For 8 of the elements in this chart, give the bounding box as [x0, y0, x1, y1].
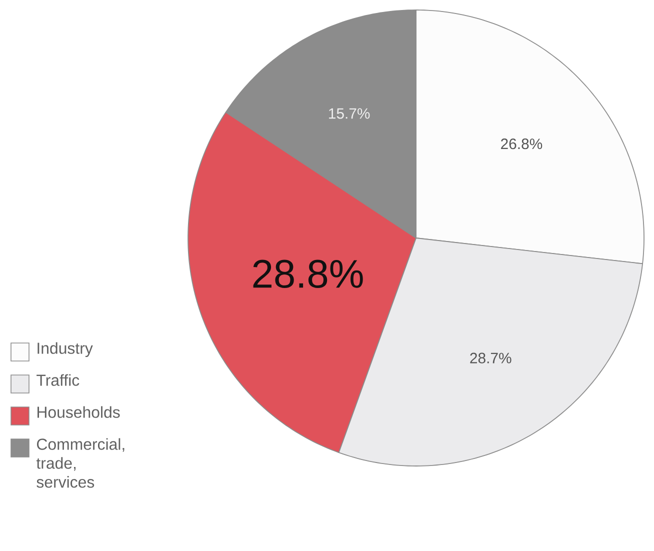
data-label: 28.8%: [253, 260, 363, 288]
legend-label: Industry: [38, 342, 93, 358]
legend-label: Traffic: [36, 374, 80, 386]
data-label: 15.7%: [329, 108, 370, 119]
data-label: 26.8%: [501, 138, 542, 150]
legend-label: Households: [38, 406, 120, 418]
legend-label: Commercial, trade, services: [36, 438, 124, 488]
data-label: 28.7%: [470, 352, 512, 364]
